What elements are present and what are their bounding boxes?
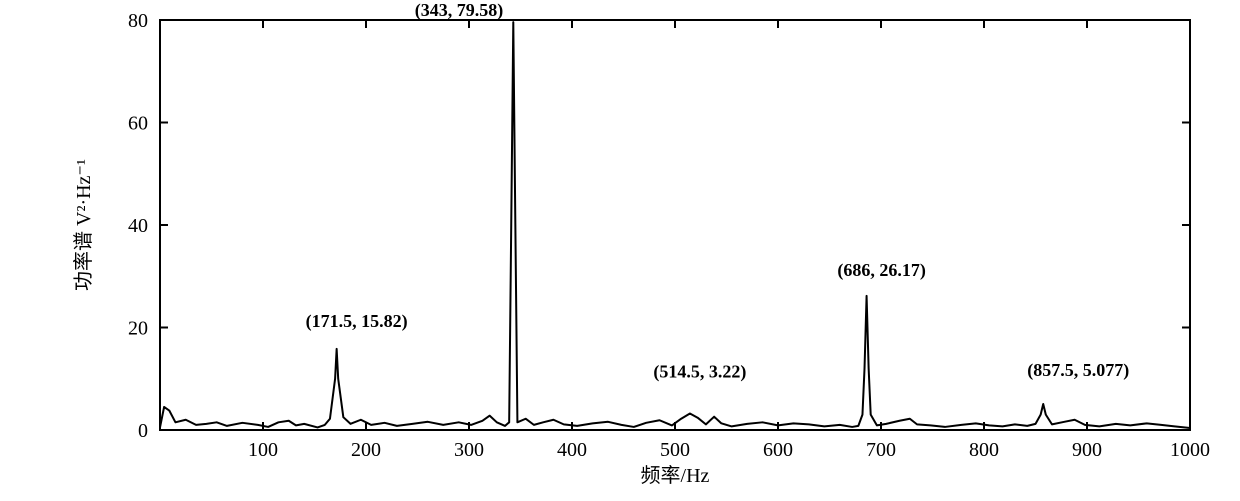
spectrum-chart: 100 200 300 400 500 600 700 800 900 1000 0 20 40 60 80… [0,0,1240,501]
y-tick-label: 80 [128,10,148,32]
x-tick-label: 400 [557,439,587,461]
y-tick-label: 0 [138,420,148,442]
x-tick-label: 200 [351,439,381,461]
peak-annotation: (343, 79.58) [415,0,504,21]
y-tick-label: 20 [128,318,148,340]
x-tick-label: 300 [454,439,484,461]
x-tick-label: 500 [660,439,690,461]
peak-annotation: (686, 26.17) [837,260,926,281]
x-axis-title: 频率/Hz [641,464,710,487]
peak-annotation: (171.5, 15.82) [306,311,408,332]
x-tick-label: 100 [248,439,278,461]
x-tick-label: 700 [866,439,896,461]
y-axis-title: 功率谱 V²·Hz⁻¹ [72,159,95,291]
x-tick-label: 800 [969,439,999,461]
peak-annotation: (857.5, 5.077) [1027,360,1129,381]
chart-svg: 100 200 300 400 500 600 700 800 900 1000 0 20 40 60 80… [0,0,1240,501]
x-tick-label: 600 [763,439,793,461]
peak-annotation: (514.5, 3.22) [653,361,746,382]
y-tick-label: 40 [128,215,148,237]
x-tick-label: 900 [1072,439,1102,461]
y-tick-label: 60 [128,113,148,135]
x-tick-label: 1000 [1170,439,1210,461]
